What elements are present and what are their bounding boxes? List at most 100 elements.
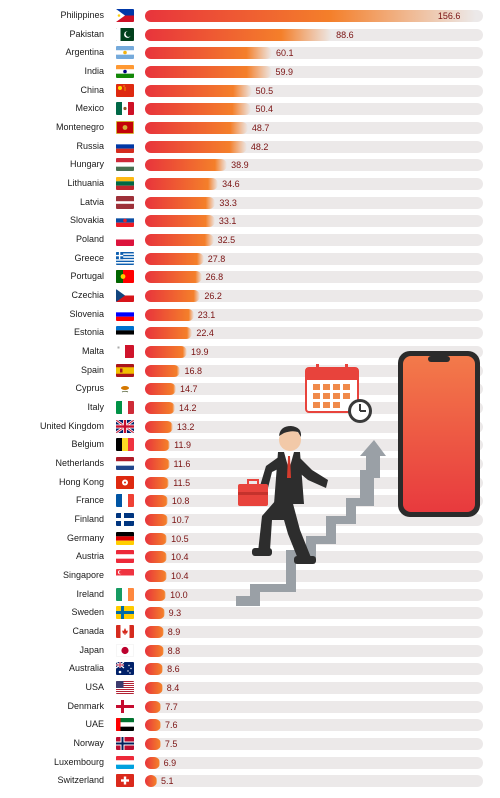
bar-track xyxy=(145,700,483,713)
country-label: Luxembourg xyxy=(53,756,104,767)
chart-row: USA 8.4 xyxy=(0,679,500,697)
chart-bar xyxy=(145,719,162,732)
country-label: Austria xyxy=(75,551,104,562)
chart-bar xyxy=(145,178,219,191)
chart-bar xyxy=(145,476,170,489)
chart-row: India 59.9 xyxy=(0,63,500,81)
bar-track xyxy=(145,514,483,527)
country-label: United Kingdom xyxy=(39,420,104,431)
country-label: India xyxy=(84,66,104,76)
chart-row: Greece 27.8 xyxy=(0,250,500,268)
value-label: 7.5 xyxy=(164,739,178,750)
bar-track xyxy=(145,271,483,284)
chart-row: Austria 10.4 xyxy=(0,548,500,566)
flag-icon xyxy=(116,270,134,284)
value-label: 59.9 xyxy=(275,67,294,77)
flag-icon xyxy=(116,774,134,788)
country-label: Ireland xyxy=(76,588,104,599)
chart-bar xyxy=(145,103,252,116)
flag-icon xyxy=(116,513,134,527)
flag-icon xyxy=(116,755,134,769)
chart-bar xyxy=(145,420,173,433)
value-label: 33.1 xyxy=(218,216,237,227)
bar-track xyxy=(145,495,483,508)
country-label: UAE xyxy=(85,719,104,730)
chart-bar xyxy=(145,458,170,471)
chart-row: Australia 8.6 xyxy=(0,660,500,678)
chart-bar xyxy=(145,663,164,676)
chart-bar xyxy=(145,364,181,377)
bar-track xyxy=(145,420,483,433)
flag-icon xyxy=(116,251,134,265)
chart-bar xyxy=(145,47,272,60)
chart-row: Poland 32.5 xyxy=(0,231,500,249)
flag-icon xyxy=(116,195,134,209)
country-label: Philippines xyxy=(60,10,104,20)
country-label: Czechia xyxy=(71,290,104,301)
value-label: 48.2 xyxy=(250,141,269,152)
flag-icon xyxy=(116,65,134,78)
value-label: 8.9 xyxy=(167,627,181,638)
chart-row: Denmark 7.7 xyxy=(0,698,500,716)
bar-track xyxy=(145,682,483,695)
chart-bar xyxy=(145,514,168,527)
value-label: 38.9 xyxy=(231,160,249,171)
bar-track xyxy=(145,570,483,583)
country-label: Estonia xyxy=(73,327,104,338)
bar-track xyxy=(145,215,483,228)
value-label: 26.8 xyxy=(205,272,224,283)
flag-icon xyxy=(116,102,134,116)
flag-icon xyxy=(116,233,134,247)
value-label: 7.7 xyxy=(165,701,178,712)
value-label: 11.5 xyxy=(173,477,191,488)
value-label: 23.1 xyxy=(197,309,216,320)
country-label: Malta xyxy=(81,346,104,357)
value-label: 16.8 xyxy=(184,365,203,376)
value-label: 34.6 xyxy=(222,179,240,190)
value-label: 8.8 xyxy=(167,645,181,656)
value-label: 10.4 xyxy=(170,552,189,563)
flag-icon xyxy=(116,643,134,657)
chart-row: Netherlands 11.6 xyxy=(0,455,500,473)
chart-row: Hungary 38.9 xyxy=(0,156,500,174)
value-label: 7.6 xyxy=(165,720,178,731)
value-label: 50.4 xyxy=(255,104,273,115)
value-label: 19.9 xyxy=(191,347,209,358)
value-label: 10.0 xyxy=(170,589,188,600)
flag-icon xyxy=(116,625,134,639)
flag-icon xyxy=(116,27,134,41)
flag-icon xyxy=(116,139,134,153)
country-label: Italy xyxy=(87,402,104,413)
chart-row: Pakistan 88.6 xyxy=(0,26,500,44)
chart-bar xyxy=(145,682,163,695)
chart-bar xyxy=(145,196,216,209)
country-label: Norway xyxy=(73,738,104,749)
value-label: 10.8 xyxy=(171,496,190,507)
country-label: Poland xyxy=(75,234,104,245)
flag-icon xyxy=(116,494,134,508)
chart-bar xyxy=(145,290,201,303)
country-label: Singapore xyxy=(62,570,104,581)
flag-icon xyxy=(116,214,134,228)
chart-bar xyxy=(145,308,194,321)
country-label: Montenegro xyxy=(55,122,104,133)
value-label: 88.6 xyxy=(336,29,354,40)
chart-row: Germany 10.5 xyxy=(0,530,500,548)
chart-bar xyxy=(145,327,193,340)
chart-row: Czechia 26.2 xyxy=(0,287,500,305)
country-label: Mexico xyxy=(75,103,104,114)
value-label: 8.6 xyxy=(167,664,180,675)
bar-track xyxy=(145,458,483,471)
bar-track xyxy=(145,196,483,209)
flag-icon xyxy=(116,9,134,22)
chart-bar xyxy=(145,66,272,78)
chart-row: UAE 7.6 xyxy=(0,716,500,734)
value-label: 27.8 xyxy=(207,253,226,264)
chart-bar xyxy=(145,28,333,41)
chart-row: Russia 48.2 xyxy=(0,138,500,156)
value-label: 10.7 xyxy=(171,515,190,526)
value-label: 10.5 xyxy=(171,533,189,544)
value-label: 6.9 xyxy=(163,757,177,768)
bar-track xyxy=(145,532,483,545)
country-label: Netherlands xyxy=(55,458,104,469)
